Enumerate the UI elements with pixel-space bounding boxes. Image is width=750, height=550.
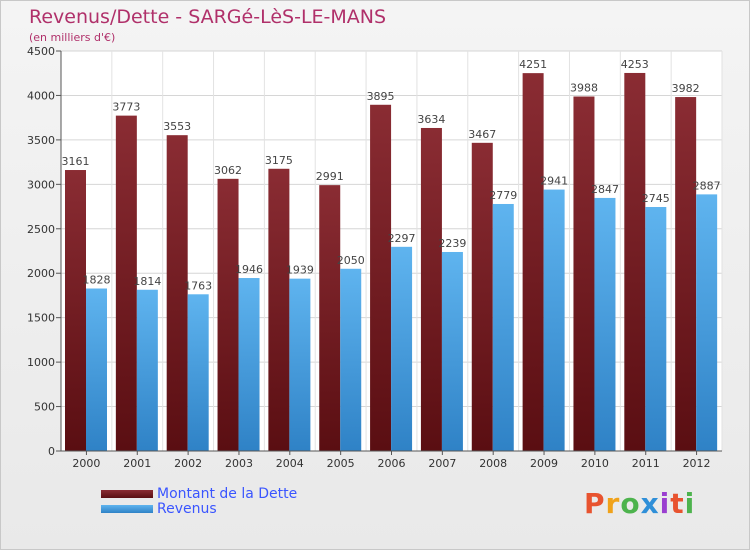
legend-label-dette: Montant de la Dette: [157, 485, 298, 502]
y-tick-label: 3500: [27, 134, 55, 147]
bar-revenus: [594, 197, 616, 451]
logo-letter: r: [605, 487, 621, 520]
data-label-dette: 3982: [672, 82, 700, 95]
bar-dette: [675, 97, 697, 452]
legend-item-dette: Montant de la Dette: [101, 485, 298, 502]
y-tick-label: 2500: [27, 223, 55, 236]
bar-dette: [370, 104, 392, 452]
proxiti-logo: Proxiti: [584, 487, 695, 520]
data-label-revenus: 1763: [184, 279, 212, 292]
data-label-dette: 3634: [417, 113, 445, 126]
chart-title: Revenus/Dette - SARGé-LèS-LE-MANS: [29, 6, 387, 28]
data-label-revenus: 2297: [388, 232, 416, 245]
legend-swatch-dette: [101, 489, 153, 498]
bar-revenus: [645, 207, 667, 451]
legend-item-revenus: Revenus: [101, 500, 297, 517]
data-label-dette: 3553: [163, 120, 191, 133]
logo-letter: P: [584, 487, 606, 520]
y-tick-label: 3000: [27, 178, 55, 191]
data-label-revenus: 2745: [642, 192, 670, 205]
bar-dette: [573, 96, 595, 451]
y-tick-label: 4000: [27, 89, 55, 102]
data-label-dette: 3062: [214, 164, 242, 177]
data-label-revenus: 2779: [489, 189, 517, 202]
legend: Montant de la Dette Revenus: [101, 485, 298, 517]
data-label-dette: 3161: [62, 155, 90, 168]
y-tick-label: 1500: [27, 312, 55, 325]
bar-revenus: [492, 203, 514, 451]
y-tick-label: 4500: [27, 45, 55, 58]
data-label-dette: 4253: [621, 58, 649, 71]
bar-revenus: [136, 289, 158, 451]
y-tick-label: 2000: [27, 267, 55, 280]
x-tick-label: 2005: [327, 457, 355, 470]
data-label-dette: 3773: [112, 101, 140, 114]
x-tick-label: 2011: [632, 457, 660, 470]
legend-swatch-revenus: [101, 504, 153, 513]
bar-dette: [268, 168, 290, 451]
x-tick-label: 2008: [479, 457, 507, 470]
logo-letter: o: [620, 487, 641, 520]
x-tick-label: 2009: [530, 457, 558, 470]
x-tick-label: 2012: [683, 457, 711, 470]
x-tick-label: 2004: [276, 457, 304, 470]
bars: [65, 72, 718, 452]
data-label-dette: 2991: [316, 170, 344, 183]
bar-dette: [65, 170, 86, 451]
data-label-dette: 4251: [519, 58, 547, 71]
axes: 0 500 1000 1500 2000 2500 3000 3500 4000 4500 2000…: [27, 45, 722, 470]
bar-revenus: [696, 194, 718, 451]
data-label-dette: 3175: [265, 154, 293, 167]
bar-dette: [522, 73, 544, 451]
data-label-dette: 3988: [570, 82, 598, 95]
bar-revenus: [187, 294, 209, 451]
data-label-revenus: 2941: [540, 175, 568, 188]
bar-dette: [624, 72, 646, 451]
logo-letter: i: [659, 487, 671, 520]
data-labels: 3161 1828 3773 1814 3553 1763 3062 1946 3175 1939…: [62, 58, 721, 292]
logo-letter: t: [670, 487, 685, 520]
x-tick-label: 2003: [225, 457, 253, 470]
bar-dette: [217, 178, 239, 452]
data-label-revenus: 1814: [133, 275, 161, 288]
x-tick-label: 2006: [378, 457, 406, 470]
data-label-revenus: 2847: [591, 183, 619, 196]
logo-letter: x: [640, 487, 660, 520]
data-label-revenus: 2239: [438, 237, 466, 250]
x-tick-label: 2001: [123, 457, 151, 470]
bar-dette: [115, 115, 137, 451]
bar-revenus: [391, 246, 413, 451]
bar-revenus: [441, 251, 463, 451]
x-tick-label: 2007: [428, 457, 456, 470]
y-tick-label: 0: [48, 445, 55, 458]
x-tick-label: 2000: [72, 457, 100, 470]
legend-label-revenus: Revenus: [157, 500, 217, 517]
bar-revenus: [238, 278, 260, 451]
chart-subtitle: (en milliers d'€): [29, 31, 116, 44]
bar-dette: [471, 142, 493, 452]
x-tick-label: 2002: [174, 457, 202, 470]
bar-dette: [166, 135, 188, 451]
y-tick-label: 1000: [27, 356, 55, 369]
data-label-revenus: 1828: [83, 274, 111, 287]
data-label-dette: 3467: [468, 128, 496, 141]
logo-letter: i: [684, 487, 696, 520]
x-tick-label: 2010: [581, 457, 609, 470]
bar-revenus: [543, 189, 565, 452]
bar-revenus: [86, 288, 107, 451]
bar-revenus: [340, 268, 362, 451]
data-label-dette: 3895: [367, 90, 395, 103]
data-label-revenus: 1946: [235, 263, 263, 276]
y-tick-label: 500: [34, 401, 55, 414]
bar-dette: [319, 185, 341, 451]
data-label-revenus: 2050: [337, 254, 365, 267]
bar-revenus: [289, 278, 311, 451]
data-label-revenus: 1939: [286, 264, 314, 277]
data-label-revenus: 2887: [693, 179, 721, 192]
bar-dette: [420, 127, 442, 451]
